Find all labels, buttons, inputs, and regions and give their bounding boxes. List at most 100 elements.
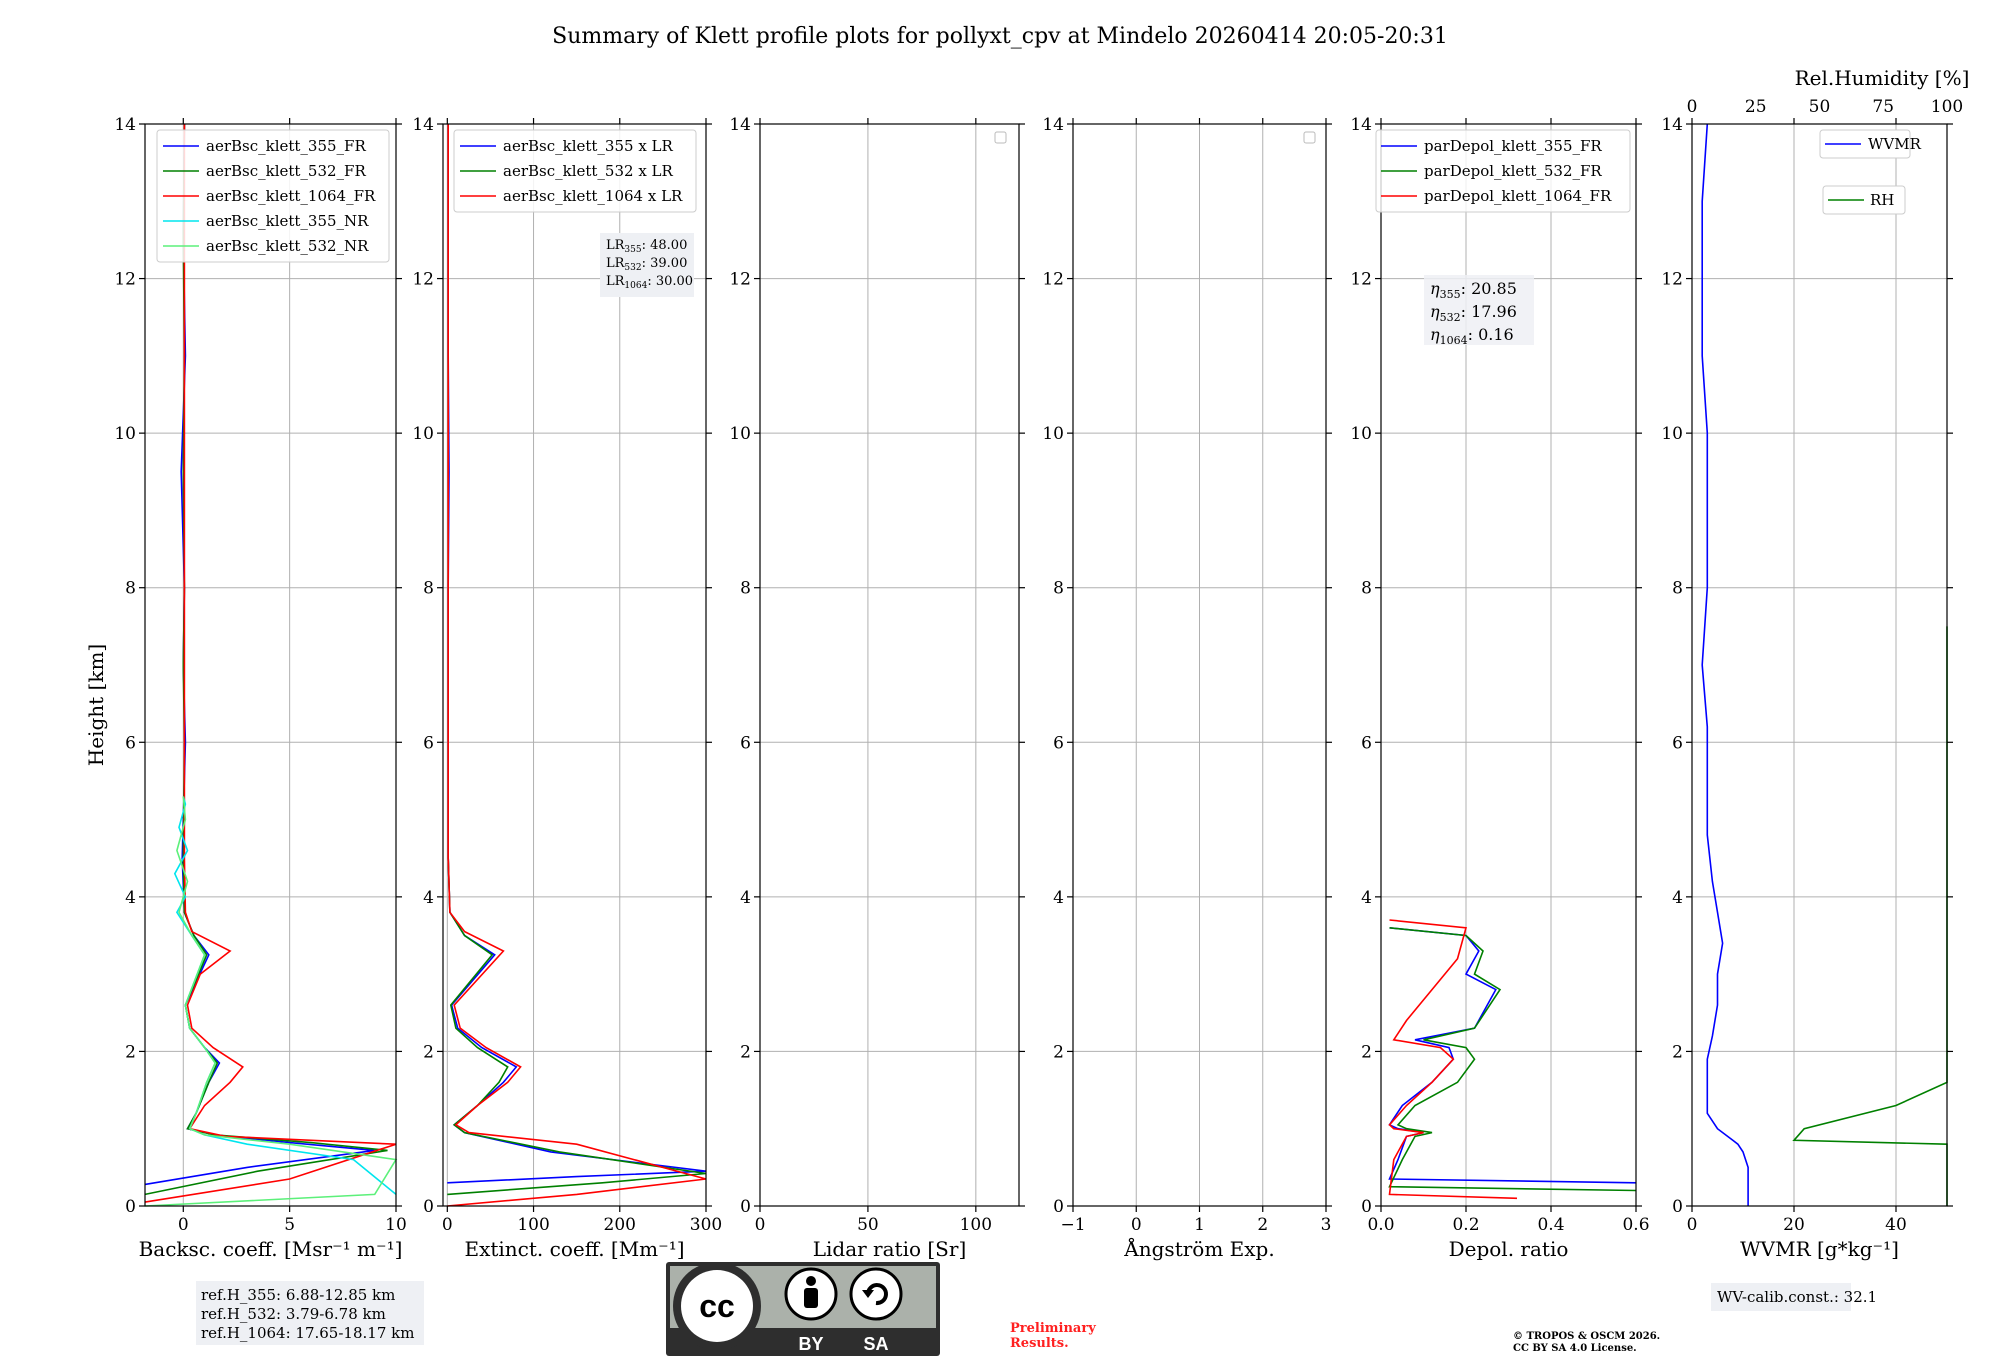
legend-frame bbox=[1375, 129, 1631, 213]
ref-height-1064: ref.H_1064: 17.65-18.17 km bbox=[201, 1324, 414, 1342]
backscatter-legend: aerBsc_klett_355_FR aerBsc_klett_532_FR … bbox=[156, 129, 390, 263]
y-tick-label: 0 bbox=[423, 1197, 434, 1217]
y-tick-label: 2 bbox=[1361, 1042, 1372, 1062]
y-tick-label: 2 bbox=[740, 1042, 751, 1062]
x-tick-label: 2 bbox=[1257, 1215, 1268, 1235]
legend-label-355: parDepol_klett_355_FR bbox=[1424, 137, 1602, 155]
x-tick-label: 0.0 bbox=[1367, 1215, 1394, 1235]
lr-1064-value: 30.00 bbox=[656, 274, 693, 289]
lr-1064: LR1064: 30.00 bbox=[606, 274, 693, 291]
y-tick-label: 10 bbox=[114, 424, 136, 444]
eta-532-value: 17.96 bbox=[1471, 302, 1517, 321]
axes-frame bbox=[1380, 123, 1637, 1207]
rh-axis-label: Rel.Humidity [%] bbox=[1795, 66, 1970, 90]
extinction-legend: aerBsc_klett_355 x LR aerBsc_klett_532 x… bbox=[453, 129, 697, 213]
x-tick-label: 0 bbox=[755, 1215, 766, 1235]
y-tick-label: 2 bbox=[423, 1042, 434, 1062]
y-tick-label: 4 bbox=[125, 888, 136, 908]
depol-legend: parDepol_klett_355_FR parDepol_klett_532… bbox=[1375, 129, 1631, 213]
y-tick-label: 6 bbox=[1361, 733, 1372, 753]
eta-box: η355: 20.85 η532: 17.96 η1064: 0.16 bbox=[1424, 275, 1534, 347]
x-tick-label: −1 bbox=[1060, 1215, 1085, 1235]
lidar-ratio-box: LR355: 48.00 LR532: 39.00 LR1064: 30.00 bbox=[600, 233, 694, 297]
eta-532: η532: 17.96 bbox=[1430, 302, 1517, 324]
panel-depolarization: 0 2 4 6 8 10 12 14 0.0 0.2 0.4 0.6 Depol. ratio bbox=[1350, 115, 1649, 1261]
legend-label-532: aerBsc_klett_532 x LR bbox=[503, 162, 674, 180]
legend-label-1064: aerBsc_klett_1064_FR bbox=[206, 187, 376, 205]
series-line-pardepol-klett-355-fr bbox=[1388, 927, 1637, 1184]
wv-calib-text: WV-calib.const.: 32.1 bbox=[1717, 1288, 1877, 1306]
wv-calib-box: WV-calib.const.: 32.1 bbox=[1711, 1283, 1877, 1311]
y-tick-label: 0 bbox=[125, 1197, 136, 1217]
y-tick-label: 10 bbox=[1661, 424, 1683, 444]
preliminary-text-2: Results. bbox=[1010, 1336, 1069, 1351]
copyright-line-2: CC BY SA 4.0 License. bbox=[1513, 1343, 1637, 1354]
y-tick-label: 4 bbox=[423, 888, 434, 908]
series-line-aerbsc-klett-355-fr bbox=[144, 123, 375, 1186]
y-tick-label: 8 bbox=[740, 579, 751, 599]
series-line-aerbsc-klett-1064-fr bbox=[144, 124, 397, 1203]
axes-frame bbox=[144, 123, 397, 1207]
y-tick-label: 12 bbox=[1350, 270, 1372, 290]
lr-532: LR532: 39.00 bbox=[606, 256, 687, 273]
x-tick-label: 0.2 bbox=[1452, 1215, 1479, 1235]
y-tick-label: 0 bbox=[1361, 1197, 1372, 1217]
x-tick-label: 3 bbox=[1321, 1215, 1332, 1235]
y-tick-label: 14 bbox=[114, 115, 136, 135]
y-tick-label: 4 bbox=[740, 888, 751, 908]
legend-label-wvmr: WVMR bbox=[1868, 135, 1922, 153]
x-tick-label: 20 bbox=[1783, 1215, 1805, 1235]
y-tick-label: 12 bbox=[114, 270, 136, 290]
legend-frame bbox=[1819, 129, 1911, 159]
x-axis-label: WVMR [g*kg⁻¹] bbox=[1740, 1237, 1899, 1261]
x-tick-label: 50 bbox=[857, 1215, 879, 1235]
y-tick-label: 6 bbox=[423, 733, 434, 753]
eta-1064-value: 0.16 bbox=[1478, 325, 1514, 344]
eta-1064: η1064: 0.16 bbox=[1430, 325, 1514, 347]
y-tick-label: 12 bbox=[1661, 270, 1683, 290]
y-tick-label: 6 bbox=[1672, 733, 1683, 753]
y-tick-label: 4 bbox=[1672, 888, 1683, 908]
rh-tick-label: 25 bbox=[1745, 97, 1767, 117]
x-tick-label: 300 bbox=[690, 1215, 722, 1235]
x-tick-label: 5 bbox=[284, 1215, 295, 1235]
y-tick-label: 14 bbox=[729, 115, 751, 135]
y-tick-label: 12 bbox=[729, 270, 751, 290]
y-tick-label: 14 bbox=[1661, 115, 1683, 135]
x-axis-label: Depol. ratio bbox=[1449, 1237, 1569, 1261]
y-tick-label: 2 bbox=[1672, 1042, 1683, 1062]
axes-frame bbox=[759, 123, 1020, 1207]
legend-label-355-nr: aerBsc_klett_355_NR bbox=[206, 212, 369, 230]
y-tick-label: 0 bbox=[1053, 1197, 1064, 1217]
sa-arrowhead bbox=[862, 1290, 874, 1298]
axes-frame bbox=[1691, 123, 1948, 1207]
eta-box-bg bbox=[1424, 275, 1534, 345]
by-text: BY bbox=[798, 1334, 823, 1354]
y-tick-label: 8 bbox=[1361, 579, 1372, 599]
y-tick-label: 8 bbox=[1672, 579, 1683, 599]
y-tick-label: 2 bbox=[1053, 1042, 1064, 1062]
y-tick-label: 4 bbox=[1053, 888, 1064, 908]
legend-frame bbox=[156, 129, 390, 263]
panel-extinction: 0 2 4 6 8 10 12 14 0 100 200 300 Extinct. coeff. [Mm… bbox=[412, 115, 722, 1261]
y-tick-label: 6 bbox=[125, 733, 136, 753]
x-tick-label: 0 bbox=[178, 1215, 189, 1235]
legend-label-1064: parDepol_klett_1064_FR bbox=[1424, 187, 1612, 205]
y-tick-label: 8 bbox=[125, 579, 136, 599]
ref-height-532: ref.H_532: 3.79-6.78 km bbox=[201, 1305, 386, 1323]
y-tick-label: 12 bbox=[1042, 270, 1064, 290]
by-body bbox=[804, 1288, 818, 1308]
y-tick-label: 14 bbox=[1042, 115, 1064, 135]
lidar-ratio-box-bg bbox=[600, 233, 694, 297]
y-tick-label: 4 bbox=[1361, 888, 1372, 908]
rh-tick-label: 75 bbox=[1872, 97, 1894, 117]
x-tick-label: 100 bbox=[517, 1215, 549, 1235]
y-tick-label: 8 bbox=[1053, 579, 1064, 599]
x-tick-label: 0.6 bbox=[1622, 1215, 1649, 1235]
copyright-line-1: © TROPOS & OSCM 2026. bbox=[1513, 1331, 1660, 1342]
